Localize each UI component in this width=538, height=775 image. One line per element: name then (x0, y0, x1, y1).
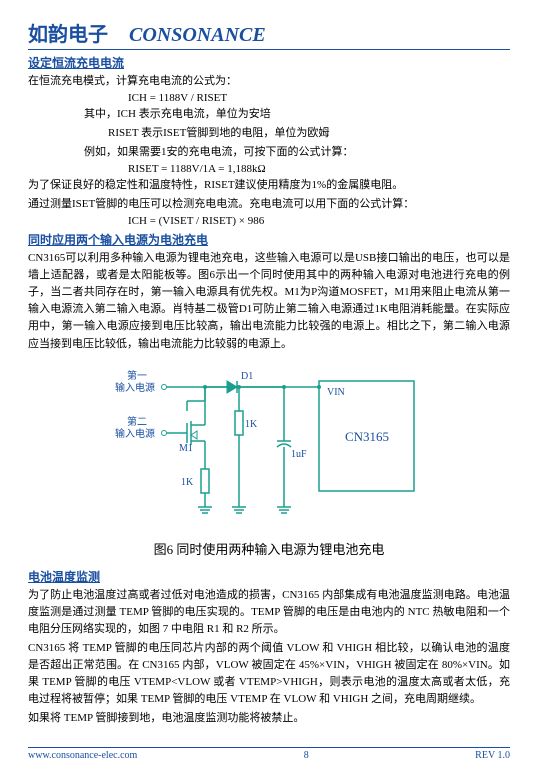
footer-rev: REV 1.0 (475, 750, 510, 761)
svg-text:第一: 第一 (127, 369, 147, 382)
page-header: 如韵电子 CONSONANCE (28, 18, 510, 47)
section1-title: 设定恒流充电电流 (28, 54, 510, 71)
svg-text:1K: 1K (181, 477, 194, 488)
page-footer: www.consonance-elec.com REV 1.0 8 (28, 747, 510, 761)
figure-caption: 图6 同时使用两种输入电源为锂电池充电 (28, 539, 510, 558)
section1-line3: RISET 表示ISET管脚到地的电阻，单位为欧姆 (28, 125, 510, 142)
header-rule (28, 49, 510, 50)
section1-line2: 其中，ICH 表示充电电流，单位为安培 (28, 106, 510, 123)
footer-url: www.consonance-elec.com (28, 750, 137, 761)
section3-title: 电池温度监测 (28, 568, 510, 585)
section2-p1: CN3165可以利用多种输入电源为锂电池充电，这些输入电源可以是USB接口输出的… (28, 250, 510, 352)
section3-p1: 为了防止电池温度过高或者过低对电池造成的损害，CN3165 内部集成有电池温度监… (28, 587, 510, 638)
circuit-diagram: 第一输入电源D1第二输入电源M11K1K1uFVINCN3165 (109, 361, 429, 531)
svg-text:输入电源: 输入电源 (115, 427, 155, 440)
svg-text:1K: 1K (245, 419, 258, 430)
section1-line4: 例如，如果需要1安的充电电流，可按下面的公式计算： (28, 144, 510, 161)
section1-formula2: RISET = 1188V/1A = 1,188kΩ (28, 163, 510, 175)
section1-formula3: ICH = (VISET / RISET) × 986 (28, 215, 510, 227)
section1-p3: 通过测量ISET管脚的电压可以检测充电电流。充电电流可以用下面的公式计算： (28, 196, 510, 213)
svg-text:第二: 第二 (127, 415, 147, 428)
svg-text:M1: M1 (179, 443, 193, 454)
brand-english: CONSONANCE (129, 24, 266, 46)
svg-text:1uF: 1uF (291, 449, 307, 460)
section1-p2: 为了保证良好的稳定性和温度特性，RISET建议使用精度为1%的金属膜电阻。 (28, 177, 510, 194)
svg-text:CN3165: CN3165 (345, 429, 389, 444)
section1-formula1: ICH = 1188V / RISET (28, 92, 510, 104)
section2-title: 同时应用两个输入电源为电池充电 (28, 231, 510, 248)
section1-p1: 在恒流充电模式，计算充电电流的公式为： (28, 73, 510, 90)
svg-text:输入电源: 输入电源 (115, 381, 155, 394)
brand-chinese: 如韵电子 (28, 24, 108, 46)
section3-p3: 如果将 TEMP 管脚接到地，电池温度监测功能将被禁止。 (28, 710, 510, 727)
svg-text:D1: D1 (241, 371, 253, 382)
section3-p2: CN3165 将 TEMP 管脚的电压同芯片内部的两个阈值 VLOW 和 VHI… (28, 640, 510, 708)
svg-text:VIN: VIN (327, 387, 345, 398)
